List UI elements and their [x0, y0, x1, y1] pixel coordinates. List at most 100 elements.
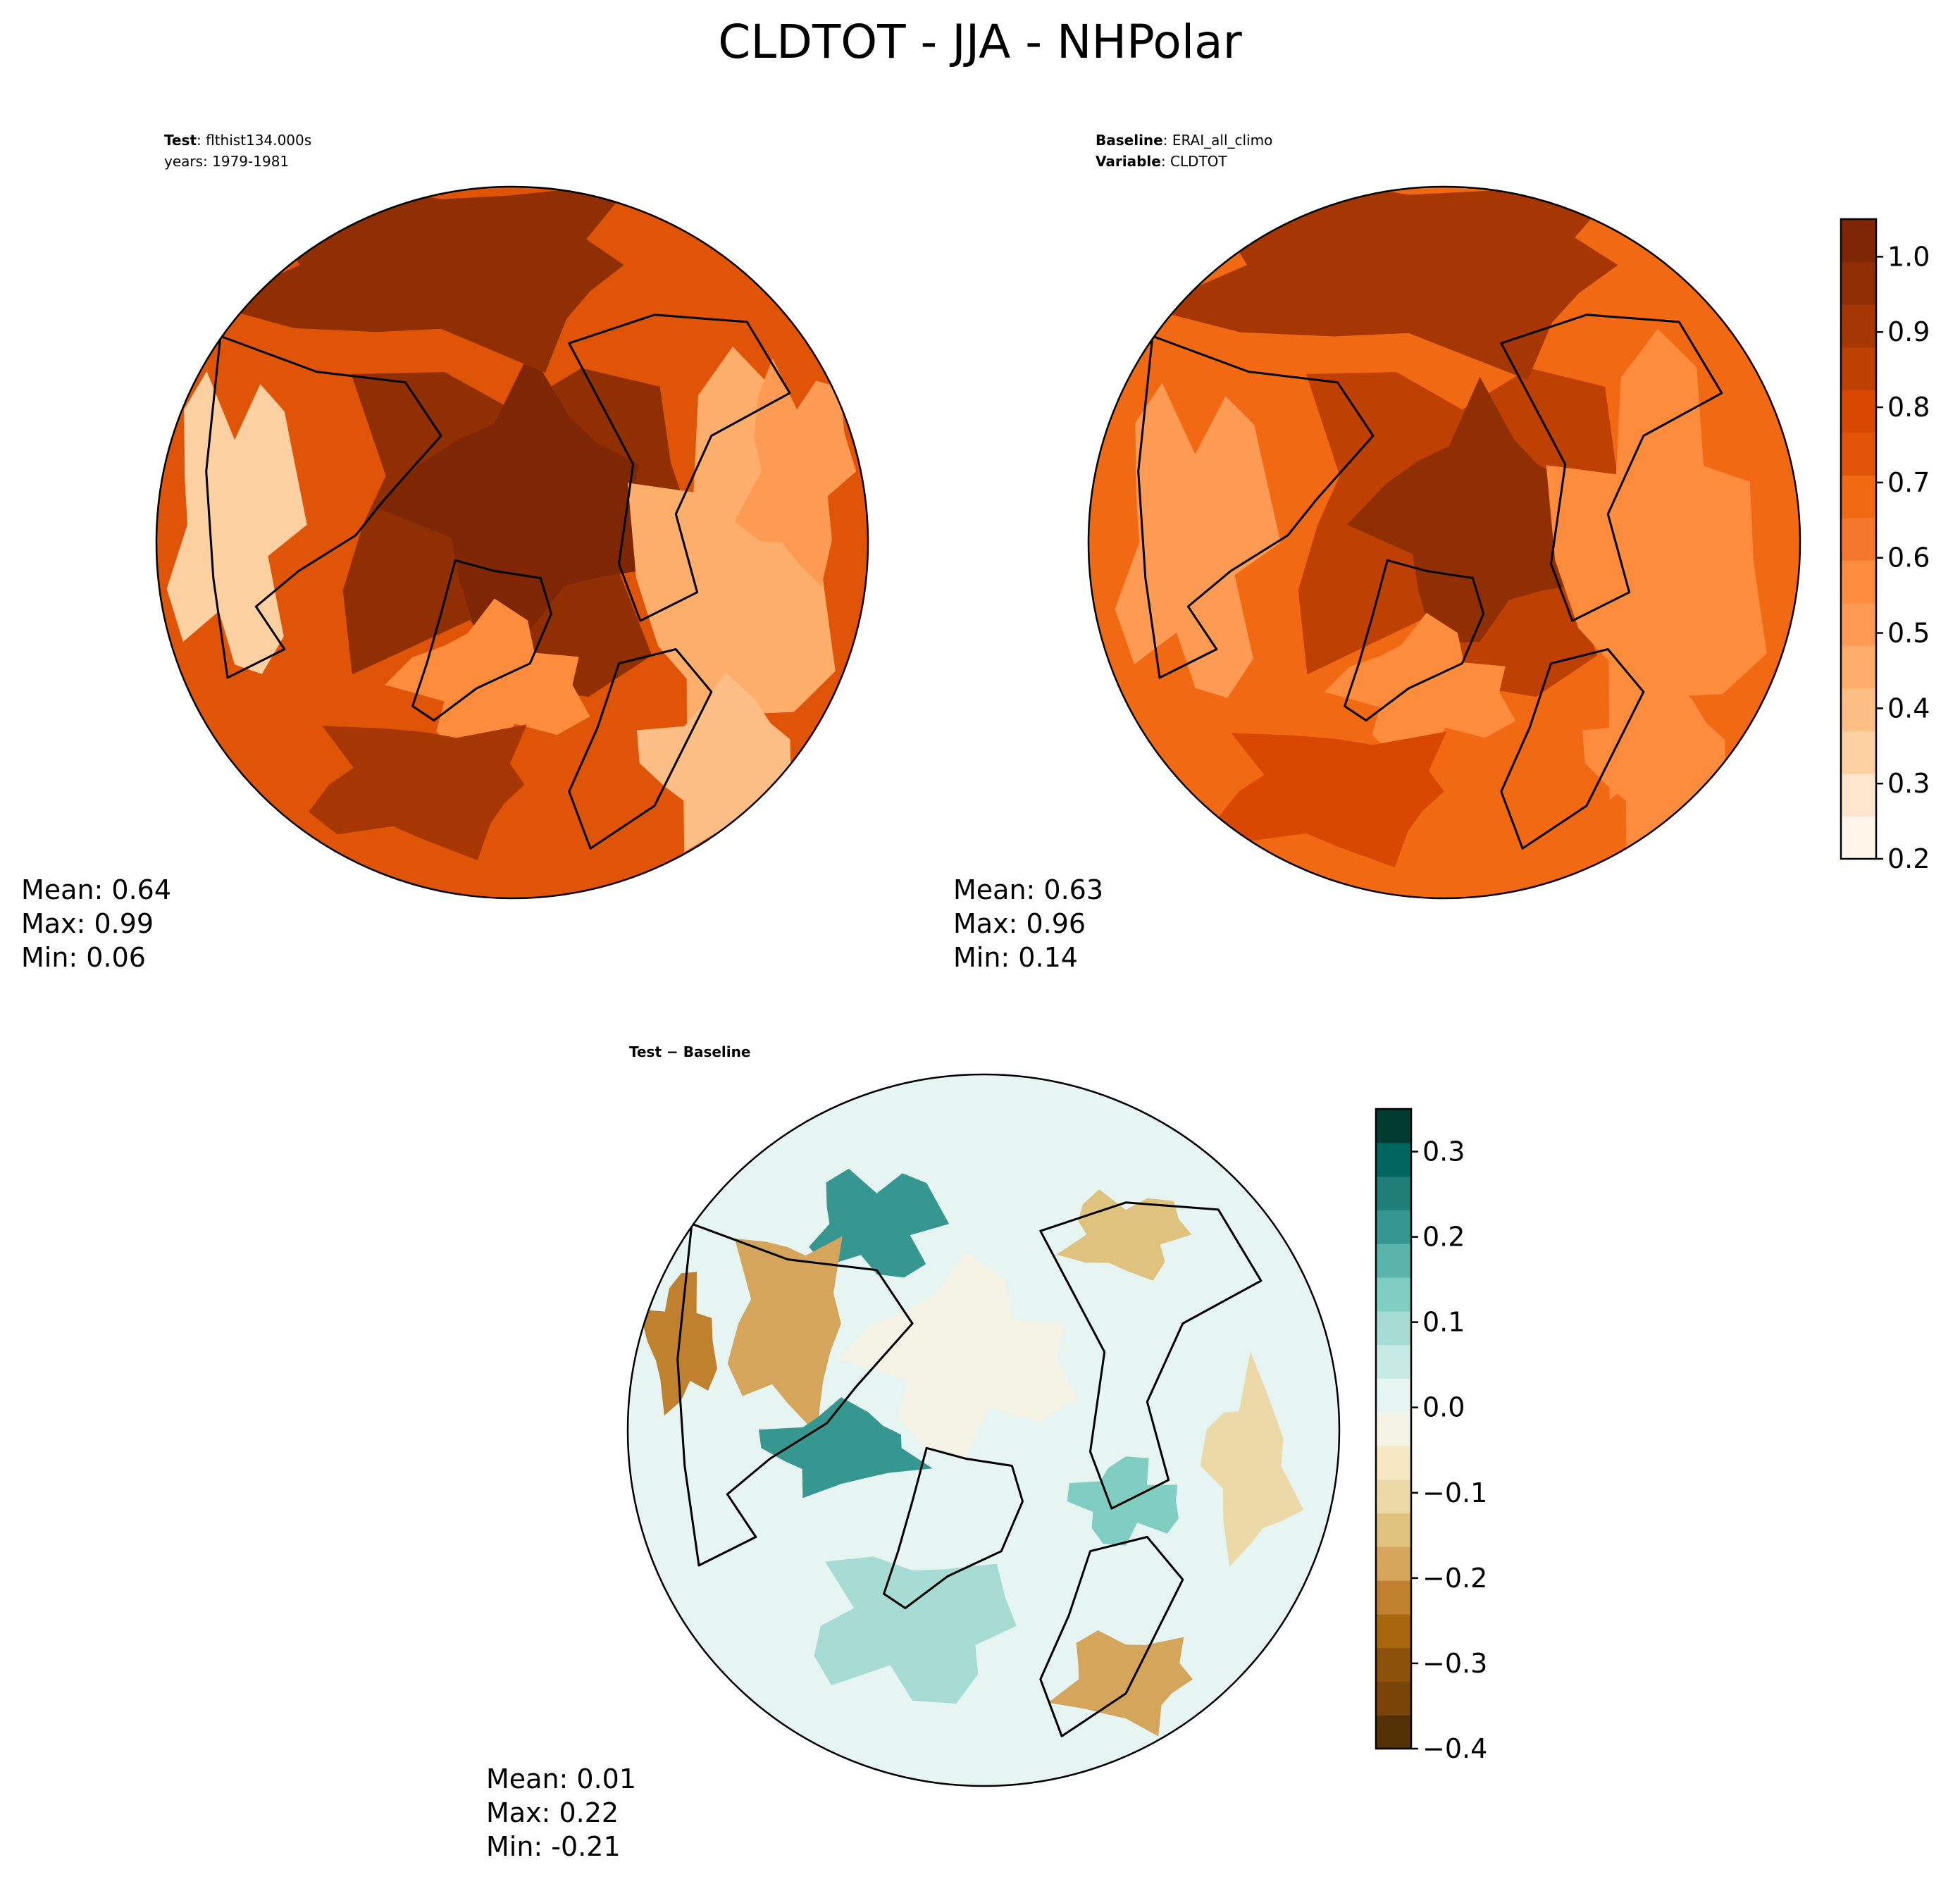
colorbar-tick-label: 0.2	[1887, 843, 1930, 874]
colorbar-segment	[1376, 1513, 1411, 1547]
colorbar-segment	[1376, 1176, 1411, 1210]
colorbar-tick-label: 0.3	[1887, 768, 1930, 799]
colorbar-segment	[1376, 1378, 1411, 1413]
stats-difference: Min: -0.21	[486, 1831, 621, 1862]
panel-header-value: : ERAI_all_climo	[1163, 132, 1273, 149]
colorbar-segment	[1841, 304, 1876, 348]
panel-header-value: : flthist134.000s	[197, 132, 311, 149]
colorbar-segment	[1376, 1445, 1411, 1480]
colorbar-frame	[1840, 218, 1878, 860]
colorbar-tick-label: 0.6	[1887, 542, 1930, 573]
colorbar-tick-label: 0.2	[1422, 1222, 1465, 1253]
colorbar-sequential: 0.2 0.3 0.4 0.5 0.6 0.7 0.8 0.9 1.0	[1840, 218, 1930, 874]
colorbar-tick-label: 0.1	[1422, 1307, 1465, 1338]
field-region	[1115, 383, 1281, 698]
panel-header-difference: Test − Baseline	[629, 1043, 750, 1060]
field-region	[637, 672, 824, 852]
colorbar-segment	[1376, 1344, 1411, 1379]
field-region	[1200, 1351, 1304, 1567]
stats-test: Max: 0.99	[21, 908, 154, 939]
colorbar-tick-label: −0.3	[1422, 1648, 1487, 1679]
colorbar-tick-label: 0.3	[1422, 1136, 1465, 1167]
colorbar-segment	[1841, 560, 1876, 604]
field-region	[309, 724, 527, 860]
field-baseline	[1088, 187, 1800, 898]
coastline	[568, 314, 791, 622]
colorbar-segment	[1376, 1479, 1411, 1514]
stats-test: Min: 0.06	[21, 942, 146, 973]
coastline	[1039, 1201, 1263, 1510]
colorbar-segment	[1841, 219, 1876, 263]
colorbar-segment	[1841, 475, 1876, 519]
panel-header-value: years: 1979-1981	[164, 153, 289, 170]
field-region	[628, 346, 836, 818]
field-region	[1056, 1189, 1192, 1281]
colorbar-segment	[1376, 1244, 1411, 1278]
colorbar-segment	[1841, 688, 1876, 731]
field-region	[727, 1236, 843, 1434]
field-region	[166, 371, 307, 674]
coastline	[883, 1446, 1024, 1609]
colorbar-segment	[1376, 1681, 1411, 1716]
colorbar-segment	[1376, 1412, 1411, 1446]
field-region	[385, 598, 590, 764]
colorbar-segment	[1376, 1647, 1411, 1682]
coastline	[676, 1222, 914, 1567]
map-difference	[626, 1073, 1341, 1787]
colorbar-segment	[1841, 816, 1876, 860]
field-region	[1048, 1630, 1193, 1737]
map-boundary	[155, 185, 869, 900]
colorbar-segment	[1841, 390, 1876, 433]
colorbar-segment	[1376, 1546, 1411, 1581]
coastline	[411, 559, 552, 721]
coastline	[1039, 1536, 1184, 1737]
field-difference	[628, 1074, 1339, 1786]
stats-baseline: Max: 0.96	[953, 908, 1086, 939]
coastline	[1137, 335, 1375, 679]
colorbar-tick-label: 0.0	[1422, 1392, 1465, 1423]
field-region	[809, 1168, 950, 1278]
colorbar-segment	[1841, 731, 1876, 774]
map-baseline	[1087, 185, 1801, 900]
colorbar-tick-label: −0.2	[1422, 1563, 1487, 1594]
field-region	[759, 1397, 933, 1499]
stats-baseline: Min: 0.14	[953, 942, 1078, 973]
colorbar-segment	[1841, 517, 1876, 561]
colorbar-tick-label: 0.8	[1887, 392, 1930, 423]
field-region	[1346, 376, 1607, 643]
coastline	[1500, 648, 1645, 850]
field-region	[734, 358, 857, 587]
colorbar-diverging: −0.4 −0.3 −0.2 −0.1 0.0 0.1 0.2 0.3	[1375, 1108, 1487, 1764]
panel-header-key: Test	[164, 132, 197, 149]
colorbar-tick-label: 0.4	[1887, 693, 1930, 724]
colorbar-tick-label: −0.4	[1422, 1733, 1487, 1764]
panel-header-key: Test − Baseline	[629, 1043, 750, 1060]
field-region	[375, 351, 678, 632]
colorbar-segment	[1841, 261, 1876, 305]
field-test	[156, 187, 868, 898]
panel-header-baseline: Variable: CLDTOT	[1096, 153, 1227, 170]
map-boundary	[1087, 185, 1801, 900]
figure-title: CLDTOT - JJA - NHPolar	[718, 15, 1242, 69]
stats-baseline: Mean: 0.63	[953, 874, 1103, 905]
panel-header-value: : CLDTOT	[1161, 153, 1228, 170]
field-region	[1324, 612, 1516, 764]
map-test	[155, 185, 869, 900]
panel-header-test: Test: flthist134.000s	[164, 132, 311, 149]
field-region	[814, 1556, 1017, 1704]
colorbar-tick-label: −0.1	[1422, 1477, 1487, 1508]
colorbar-segment	[1376, 1715, 1411, 1749]
stats-difference: Max: 0.22	[486, 1797, 619, 1828]
field-region	[1067, 1456, 1179, 1546]
colorbar-segment	[1376, 1210, 1411, 1244]
panel-header-key: Variable	[1096, 153, 1161, 170]
panel-header-key: Baseline	[1096, 132, 1163, 149]
map-boundary	[626, 1073, 1341, 1787]
field-region	[1546, 328, 1767, 800]
colorbar-segment	[1841, 645, 1876, 689]
field-region	[1582, 672, 1756, 852]
colorbar-tick-label: 0.5	[1887, 618, 1930, 649]
coastline	[205, 335, 442, 679]
stats-test: Mean: 0.64	[21, 874, 171, 905]
